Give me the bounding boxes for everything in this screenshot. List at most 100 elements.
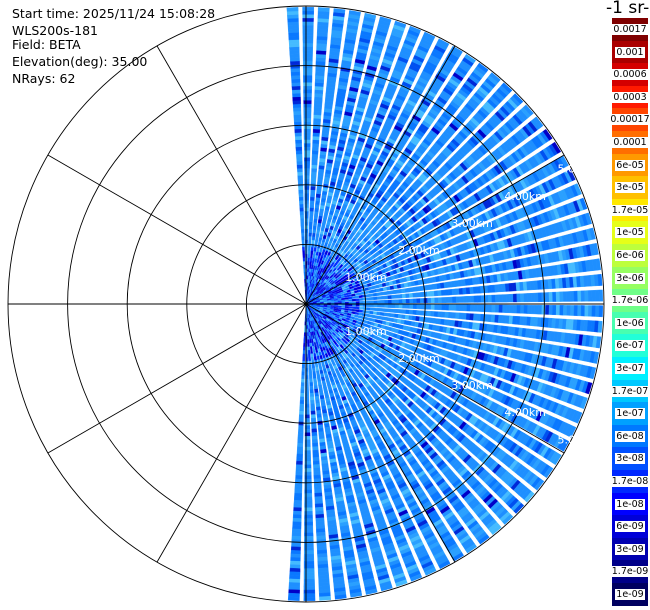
ppi-gate — [520, 304, 525, 314]
ppi-gate — [512, 293, 518, 303]
ppi-gate — [408, 292, 414, 298]
ppi-gate — [303, 128, 311, 133]
ppi-gate — [304, 196, 310, 201]
ppi-gate — [302, 39, 314, 44]
ppi-gate — [373, 300, 378, 304]
ppi-gate — [313, 385, 318, 390]
ppi-gate — [351, 308, 357, 312]
ppi-gate — [455, 296, 461, 303]
ppi-gate — [577, 290, 582, 302]
ppi-gate — [391, 299, 396, 304]
ppi-gate — [299, 200, 304, 205]
ppi-gate — [559, 291, 564, 302]
ppi-gate — [311, 338, 314, 344]
ppi-gate — [303, 71, 313, 76]
ppi-gate — [369, 296, 375, 301]
ppi-gate — [310, 268, 313, 273]
ppi-gate — [313, 218, 318, 223]
ppi-gate — [509, 293, 514, 303]
ppi-gate — [459, 296, 464, 303]
ppi-gate — [537, 292, 543, 303]
ppi-gate — [310, 185, 316, 191]
ppi-gate — [309, 214, 314, 219]
ppi-gate — [315, 236, 319, 241]
ppi-gate — [302, 257, 306, 262]
ppi-gate — [341, 307, 346, 311]
ppi-gate — [348, 296, 353, 300]
ppi-gate — [541, 292, 546, 302]
ppi-gate — [295, 150, 303, 155]
ppi-gate — [307, 332, 309, 337]
ppi-gate — [437, 297, 443, 303]
ppi-gate — [445, 304, 450, 311]
ppi-gate — [290, 64, 300, 69]
ppi-gate — [308, 268, 311, 273]
ppi-gate — [551, 141, 562, 154]
ppi-gate — [408, 25, 421, 34]
ppi-gate — [344, 299, 350, 302]
ppi-gate — [296, 153, 303, 158]
ppi-gate — [587, 305, 593, 317]
ppi-gate — [301, 235, 305, 241]
ppi-gate — [294, 128, 302, 133]
ppi-gate — [303, 268, 306, 273]
ppi-gate — [289, 53, 300, 59]
ppi-gate — [313, 341, 317, 347]
ppi-gate — [348, 10, 361, 17]
ppi-gate — [310, 403, 315, 408]
ppi-gate — [312, 349, 316, 354]
ppi-gate — [523, 304, 528, 314]
ppi-gate — [498, 294, 503, 303]
ppi-gate — [312, 257, 315, 263]
ppi-gate — [527, 293, 532, 303]
ppi-gate — [405, 304, 410, 309]
ppi-gate — [444, 311, 450, 318]
ppi-gate — [370, 304, 375, 308]
ppi-gate — [316, 373, 321, 379]
ppi-gate — [303, 89, 312, 94]
ppi-gate — [312, 345, 316, 351]
ppi-gate — [437, 304, 443, 311]
ppi-gate — [559, 305, 564, 316]
ppi-gate — [363, 300, 368, 304]
ppi-gate — [291, 85, 301, 91]
ppi-gate — [308, 243, 312, 248]
ppi-gate — [312, 446, 319, 451]
ppi-gate — [311, 439, 318, 444]
ppi-gate — [405, 293, 410, 298]
ppi-gate — [343, 312, 349, 316]
ppi-gate — [405, 309, 410, 315]
ppi-ray — [305, 25, 421, 305]
ppi-gate — [351, 311, 356, 315]
ppi-gate — [372, 311, 378, 315]
ppi-gate — [302, 14, 314, 19]
ppi-gate — [304, 175, 310, 180]
ppi-gate — [530, 292, 536, 302]
ppi-gate — [341, 305, 346, 309]
ppi-gate — [327, 301, 332, 303]
ppi-gate — [430, 304, 435, 310]
ppi-gate — [391, 304, 396, 309]
ppi-gate — [309, 378, 313, 383]
ppi-gate — [416, 298, 421, 304]
ppi-gate — [311, 360, 315, 365]
ppi-ray — [305, 12, 377, 305]
ppi-gate — [313, 261, 317, 267]
ppi-gate — [383, 312, 388, 317]
ppi-gate — [380, 295, 385, 300]
ppi-gate — [306, 321, 309, 326]
ppi-gate — [366, 297, 371, 301]
ppi-gate — [304, 210, 309, 215]
ppi-gate — [303, 107, 312, 112]
ppi-gate — [309, 203, 315, 209]
ppi-gate — [355, 304, 360, 307]
ppi-gate — [448, 296, 453, 303]
ppi-gate — [311, 157, 318, 162]
ppi-gate — [308, 232, 312, 237]
ppi-gate — [520, 293, 525, 303]
ppi-gate — [311, 432, 318, 437]
ppi-gate — [303, 114, 312, 119]
ppi-gate — [487, 294, 493, 303]
ppi-gate — [577, 305, 582, 317]
